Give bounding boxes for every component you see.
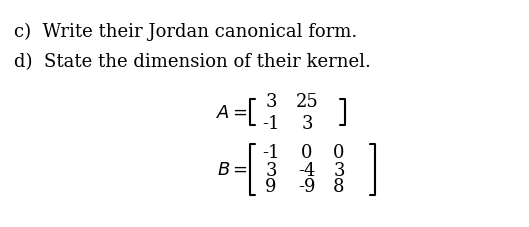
- Text: c)  Write their Jordan canonical form.: c) Write their Jordan canonical form.: [14, 23, 357, 41]
- Text: $B = $: $B = $: [217, 160, 248, 178]
- Text: -1: -1: [262, 114, 280, 132]
- Text: 0: 0: [333, 144, 345, 162]
- Text: 0: 0: [301, 144, 313, 162]
- Text: -9: -9: [298, 178, 316, 196]
- Text: 25: 25: [296, 93, 318, 111]
- Text: 8: 8: [333, 178, 345, 196]
- Text: -1: -1: [262, 144, 280, 162]
- Text: $A = $: $A = $: [216, 104, 248, 121]
- Text: d)  State the dimension of their kernel.: d) State the dimension of their kernel.: [14, 53, 371, 71]
- Text: 3: 3: [265, 161, 277, 179]
- Text: 3: 3: [333, 161, 345, 179]
- Text: 3: 3: [265, 93, 277, 111]
- Text: 3: 3: [301, 114, 313, 132]
- Text: 9: 9: [265, 178, 277, 196]
- Text: -4: -4: [298, 161, 316, 179]
